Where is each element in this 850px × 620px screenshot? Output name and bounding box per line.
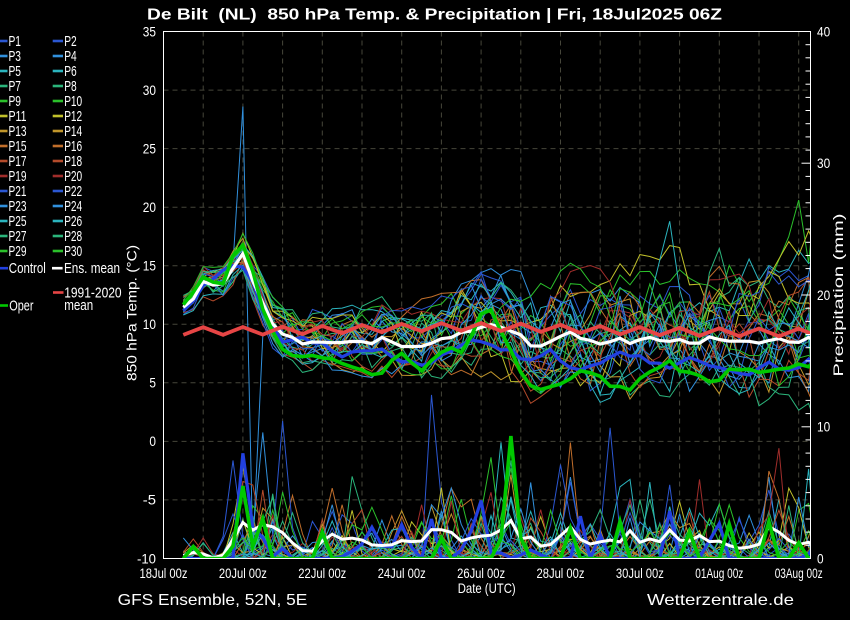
svg-text:GFS Ensemble, 52N, 5E: GFS Ensemble, 52N, 5E [118,592,308,609]
svg-text:30: 30 [817,156,830,171]
svg-text:P12: P12 [64,108,82,125]
svg-text:1991-2020: 1991-2020 [64,284,121,301]
svg-text:01Aug 00z: 01Aug 00z [695,566,743,581]
svg-text:P8: P8 [64,78,77,95]
svg-text:mean: mean [64,297,93,314]
svg-text:P17: P17 [9,153,27,170]
svg-text:P1: P1 [9,33,22,50]
svg-text:Wetterzentrale.de: Wetterzentrale.de [647,592,794,609]
svg-text:Oper: Oper [9,297,33,314]
svg-text:15: 15 [143,259,156,274]
svg-text:P13: P13 [9,123,27,140]
svg-text:40: 40 [817,24,830,39]
svg-text:Ens. mean: Ens. mean [64,260,120,277]
svg-text:20: 20 [817,288,830,303]
svg-text:Control: Control [9,260,46,277]
svg-text:P16: P16 [64,138,82,155]
svg-text:0: 0 [817,551,824,566]
svg-text:P25: P25 [9,213,27,230]
svg-text:30Jul 00z: 30Jul 00z [616,566,664,581]
svg-text:Precipitation (mm): Precipitation (mm) [831,214,846,377]
svg-text:Date (UTC): Date (UTC) [458,580,516,596]
svg-text:P19: P19 [9,168,27,185]
svg-text:20: 20 [143,200,156,215]
svg-text:18Jul 00z: 18Jul 00z [140,566,188,581]
svg-text:P11: P11 [9,108,27,125]
svg-text:24Jul 00z: 24Jul 00z [378,566,426,581]
svg-text:P7: P7 [9,78,22,95]
svg-text:De Bilt (NL) 850 hPa Temp. &: De Bilt (NL) 850 hPa Temp. & Precipitati… [147,7,723,24]
svg-text:P24: P24 [64,198,82,215]
svg-text:25: 25 [143,141,156,156]
svg-text:P26: P26 [64,213,82,230]
svg-text:P22: P22 [64,183,82,200]
svg-text:P9: P9 [9,93,22,110]
svg-text:P3: P3 [9,48,22,65]
svg-text:22Jul 00z: 22Jul 00z [298,566,346,581]
svg-text:35: 35 [143,24,156,39]
svg-text:10: 10 [817,420,830,435]
svg-text:P4: P4 [64,48,77,65]
svg-text:P27: P27 [9,228,27,245]
svg-text:P6: P6 [64,63,77,80]
svg-text:P30: P30 [64,243,82,260]
svg-text:03Aug 00z: 03Aug 00z [775,566,823,581]
svg-text:P5: P5 [9,63,22,80]
svg-text:P18: P18 [64,153,82,170]
svg-text:-5: -5 [143,493,156,508]
svg-text:P2: P2 [64,33,77,50]
svg-text:20Jul 00z: 20Jul 00z [219,566,267,581]
svg-text:5: 5 [149,376,156,391]
svg-text:P28: P28 [64,228,82,245]
svg-text:P15: P15 [9,138,27,155]
svg-text:P29: P29 [9,243,27,260]
svg-text:28Jul 00z: 28Jul 00z [537,566,585,581]
svg-text:P20: P20 [64,168,82,185]
svg-text:850 hPa Temp. (°C): 850 hPa Temp. (°C) [125,245,140,381]
svg-text:0: 0 [149,434,156,449]
svg-text:-10: -10 [137,551,156,566]
svg-text:P10: P10 [64,93,82,110]
svg-text:P21: P21 [9,183,27,200]
svg-text:30: 30 [143,83,156,98]
svg-text:P14: P14 [64,123,82,140]
svg-text:P23: P23 [9,198,27,215]
svg-text:10: 10 [143,317,156,332]
svg-text:26Jul 00z: 26Jul 00z [457,566,505,581]
